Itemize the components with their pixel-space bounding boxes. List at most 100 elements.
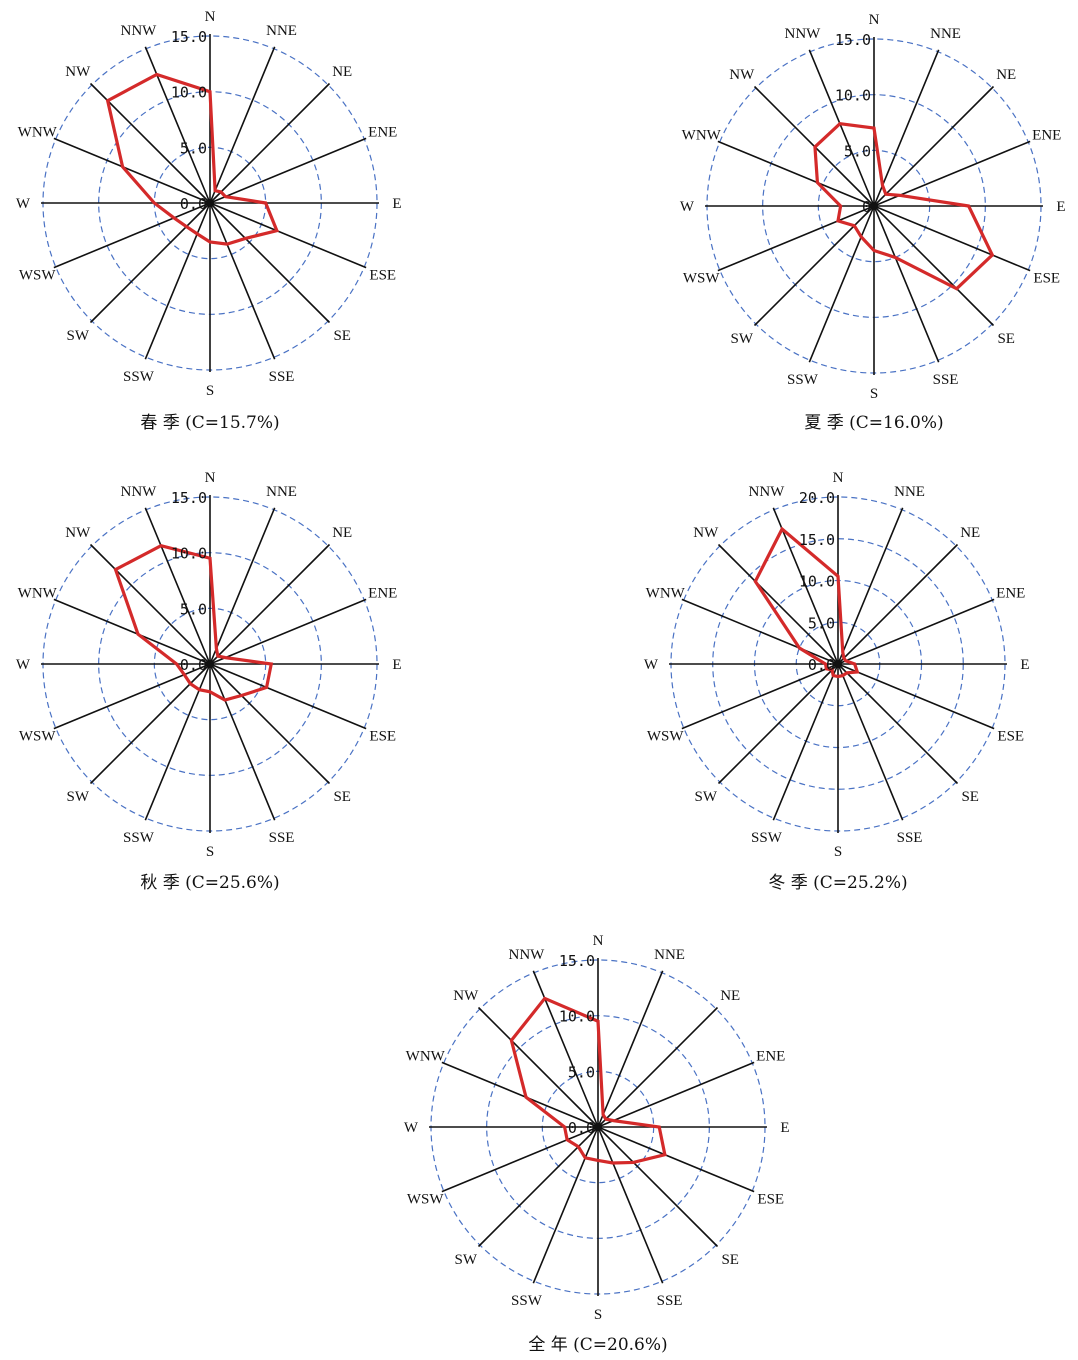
- data-point-ssw: [584, 1157, 587, 1159]
- direction-label: SSW: [511, 1293, 543, 1309]
- data-point-sse: [224, 699, 226, 701]
- tick-label: 20.0: [799, 489, 835, 507]
- data-point-w: [839, 205, 842, 207]
- spoke-se: [209, 663, 331, 785]
- direction-label: ENE: [756, 1048, 785, 1064]
- spoke-nnw: [144, 46, 211, 204]
- direction-label: ESE: [1033, 271, 1060, 287]
- data-point-sse: [841, 674, 844, 677]
- data-point-ssw: [198, 688, 201, 691]
- spoke-ssw: [772, 663, 839, 821]
- direction-label: E: [780, 1120, 789, 1136]
- wind-rose-1: N NNE NE ENE E ESE SE SSE S SSW SW WSW W WNW NW NNW 0 5.0…: [680, 12, 1066, 433]
- direction-label: S: [870, 386, 878, 402]
- data-point-wsw: [566, 1138, 568, 1141]
- data-point-ene: [844, 660, 847, 662]
- direction-label: NE: [332, 525, 352, 541]
- tick-label: 5.0: [568, 1063, 595, 1081]
- chart-caption: 夏 季 (C=16.0%): [804, 413, 943, 433]
- direction-label: ESE: [997, 729, 1024, 745]
- spoke-ene: [837, 598, 995, 665]
- direction-label: ENE: [1032, 127, 1061, 143]
- direction-label: N: [869, 12, 880, 28]
- tick-label: 0: [862, 198, 871, 216]
- spoke-sse: [837, 663, 904, 821]
- spoke-ese: [837, 663, 995, 730]
- tick-label: 0.0: [808, 656, 835, 674]
- spoke-nne: [873, 49, 940, 207]
- chart-caption: 全 年 (C=20.6%): [528, 1335, 667, 1355]
- direction-label: SW: [695, 789, 718, 805]
- direction-label: NE: [332, 64, 352, 80]
- direction-label: E: [1056, 199, 1065, 215]
- direction-label: WNW: [646, 585, 686, 601]
- data-point-ssw: [860, 236, 863, 238]
- data-point-wsw: [825, 667, 828, 670]
- tick-label: 10.0: [559, 1008, 595, 1026]
- direction-label: NNW: [749, 484, 786, 500]
- spoke-nw: [89, 82, 211, 204]
- direction-label: SW: [455, 1252, 478, 1268]
- spoke-sw: [89, 663, 211, 785]
- spoke-nne: [209, 46, 276, 204]
- spoke-se: [873, 205, 995, 327]
- data-point-wnw: [798, 647, 801, 649]
- direction-label: S: [206, 383, 214, 399]
- data-point-nne: [602, 1113, 604, 1116]
- data-point-wsw: [837, 220, 839, 222]
- data-point-nne: [841, 651, 844, 654]
- data-point-ese: [265, 686, 268, 689]
- wind-rose-4: N NNE NE ENE E ESE SE SSE S SSW SW WSW W WNW NW NNW 0.0 5…: [404, 933, 790, 1355]
- spoke-sw: [717, 663, 839, 785]
- data-point-nne: [214, 189, 216, 192]
- direction-label: W: [404, 1120, 419, 1136]
- data-point-wnw: [137, 633, 139, 635]
- spoke-sse: [597, 1126, 664, 1284]
- direction-label: W: [16, 657, 31, 673]
- data-point-ne: [605, 1118, 607, 1120]
- direction-label: SE: [721, 1252, 739, 1268]
- data-point-w: [563, 1126, 566, 1128]
- direction-label: NW: [693, 525, 719, 541]
- spoke-ne: [597, 1006, 719, 1128]
- wind-rose-0: N NNE NE ENE E ESE SE SSE S SSW SW WSW W WNW NW NNW 0.0 5…: [16, 9, 402, 433]
- spoke-nw: [89, 543, 211, 665]
- spoke-sw: [89, 202, 211, 324]
- direction-label: SSE: [657, 1293, 683, 1309]
- spoke-sse: [209, 202, 276, 360]
- spoke-sse: [873, 205, 940, 363]
- direction-label: NE: [720, 988, 740, 1004]
- tick-label: 5.0: [808, 614, 835, 632]
- direction-label: N: [593, 933, 604, 949]
- data-point-sw: [577, 1145, 580, 1148]
- direction-label: E: [392, 657, 401, 673]
- direction-label: W: [644, 657, 659, 673]
- direction-label: NNW: [121, 484, 158, 500]
- spoke-ssw: [144, 202, 211, 360]
- spoke-nnw: [772, 507, 839, 665]
- direction-label: E: [1020, 657, 1029, 673]
- tick-label: 15.0: [835, 31, 871, 49]
- data-point-e: [270, 663, 273, 665]
- direction-label: E: [392, 196, 401, 212]
- data-point-n: [209, 90, 211, 93]
- direction-label: WSW: [407, 1192, 445, 1208]
- direction-label: WNW: [18, 124, 58, 140]
- data-point-wnw: [525, 1096, 527, 1098]
- spoke-nne: [209, 507, 276, 665]
- direction-label: SSE: [269, 369, 295, 385]
- direction-label: NNE: [654, 947, 685, 963]
- data-point-nw: [510, 1039, 513, 1042]
- data-point-se: [632, 1161, 635, 1164]
- data-point-ene: [224, 656, 227, 659]
- direction-label: W: [680, 199, 695, 215]
- spoke-ssw: [808, 205, 875, 363]
- data-point-ene: [612, 1119, 615, 1122]
- spoke-wnw: [681, 598, 839, 665]
- spoke-ne: [209, 82, 331, 204]
- data-point-sw: [831, 669, 833, 671]
- direction-label: WNW: [18, 585, 58, 601]
- data-point-nnw: [543, 997, 546, 1000]
- data-point-s: [209, 241, 211, 243]
- data-point-nnw: [160, 544, 162, 547]
